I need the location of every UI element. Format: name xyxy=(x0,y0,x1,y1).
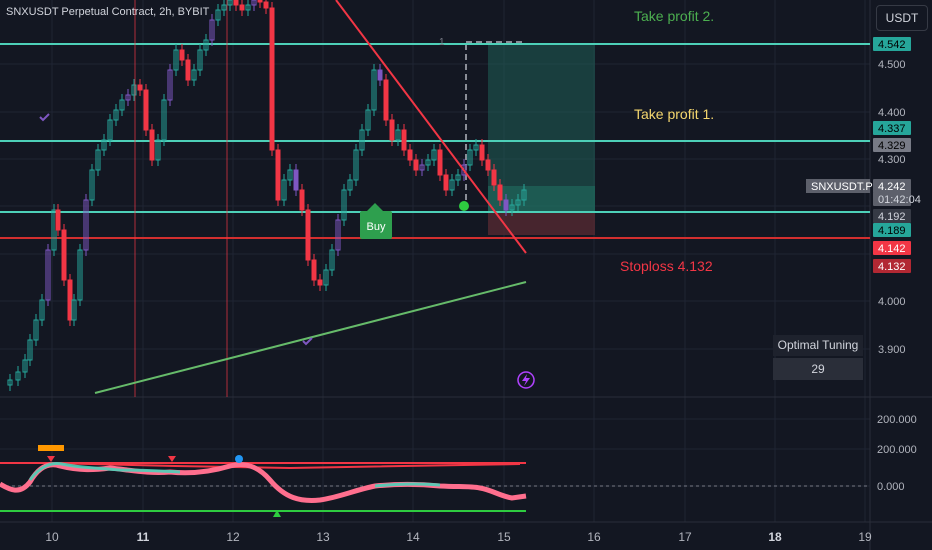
chart-title[interactable]: SNXUSDT Perpetual Contract, 2h, BYBIT xyxy=(6,6,210,18)
indicator-pane[interactable] xyxy=(0,445,870,517)
indicator-tick-label: 200.000 xyxy=(877,414,917,426)
time-tick-label: 19 xyxy=(858,530,872,544)
price-tag-label: 4.189 xyxy=(878,225,906,237)
price-tick-label: 4.000 xyxy=(878,296,906,308)
optimal-tuning-value: 29 xyxy=(773,358,863,380)
price-tag xyxy=(873,223,911,237)
time-tick-label: 13 xyxy=(316,530,330,544)
triangle-down-icon xyxy=(47,456,55,462)
price-tag-label: 4.329 xyxy=(878,140,906,152)
time-tick-label: 12 xyxy=(226,530,240,544)
stoploss-label[interactable]: Stoploss 4.132 xyxy=(620,258,713,274)
time-tick-label: 15 xyxy=(497,530,511,544)
up-trendline[interactable] xyxy=(94,281,527,394)
price-tag xyxy=(873,138,911,152)
lightning-icon[interactable] xyxy=(517,371,535,389)
take-profit-2-label[interactable]: Take profit 2. xyxy=(634,8,714,24)
price-tick-label: 3.900 xyxy=(878,344,906,356)
position-profit-zone[interactable] xyxy=(488,44,595,212)
price-tag-label: 4.542 xyxy=(878,39,906,51)
check-icon xyxy=(302,337,313,346)
grid-lines xyxy=(0,0,870,522)
indicator-tick-label: 0.000 xyxy=(877,481,905,493)
price-tag-label: 4.242 xyxy=(878,181,906,193)
price-tick-label: 4.300 xyxy=(878,154,906,166)
candlesticks xyxy=(7,0,527,391)
indicator-highlight xyxy=(38,445,64,451)
buy-label: Buy xyxy=(367,221,386,233)
price-tick-label: 4.400 xyxy=(878,107,906,119)
price-tag xyxy=(873,37,911,51)
indicator-dot xyxy=(235,455,243,463)
position-loss-zone[interactable] xyxy=(488,212,595,235)
time-tick-label: 10 xyxy=(45,530,59,544)
signal-dot xyxy=(459,201,469,211)
price-tag-label: 4.192 xyxy=(878,211,906,223)
symbol-tag[interactable] xyxy=(806,179,870,193)
indicator-axis[interactable]: 200.000 200.000 0.000 xyxy=(877,414,917,493)
time-tick-label: 16 xyxy=(587,530,601,544)
take-profit-1-label[interactable]: Take profit 1. xyxy=(634,106,714,122)
price-tag-label: 01:42:04 xyxy=(878,194,921,206)
time-axis[interactable]: 10 11 12 13 14 15 16 17 18 19 xyxy=(45,530,872,544)
price-tag-label: 4.132 xyxy=(878,261,906,273)
price-axis[interactable]: 4.500 4.400 4.300 4.000 3.900 4.542 4.337 4.329… xyxy=(806,37,921,356)
indicator-oscillator xyxy=(0,462,527,503)
price-tag xyxy=(873,179,911,193)
price-tag xyxy=(873,259,911,273)
indicator-tick-label: 200.000 xyxy=(877,444,917,456)
time-tick-label: 17 xyxy=(678,530,692,544)
price-tag xyxy=(873,241,911,255)
indicator-signal xyxy=(28,462,441,488)
price-tick-label: 4.500 xyxy=(878,59,906,71)
time-tick-label: 18 xyxy=(768,530,782,544)
optimal-tuning-label: Optimal Tuning xyxy=(773,335,863,356)
currency-button[interactable]: USDT xyxy=(876,5,928,31)
time-tick-label: 14 xyxy=(406,530,420,544)
triangle-up-icon xyxy=(273,510,281,517)
position-top-label: 1 xyxy=(439,37,445,48)
optimal-tuning-panel: Optimal Tuning 29 xyxy=(773,335,863,380)
price-tag-label: 4.142 xyxy=(878,243,906,255)
down-trendline[interactable] xyxy=(335,0,527,254)
price-tag-label: 4.337 xyxy=(878,123,906,135)
price-tag xyxy=(873,192,911,206)
buy-marker[interactable]: Buy xyxy=(360,203,392,239)
check-icon xyxy=(39,113,50,122)
triangle-down-icon xyxy=(168,456,176,462)
price-tag xyxy=(873,121,911,135)
time-tick-label: 11 xyxy=(137,530,150,544)
price-tag xyxy=(873,209,911,223)
symbol-tag-label: SNXUSDT.P xyxy=(811,181,873,193)
